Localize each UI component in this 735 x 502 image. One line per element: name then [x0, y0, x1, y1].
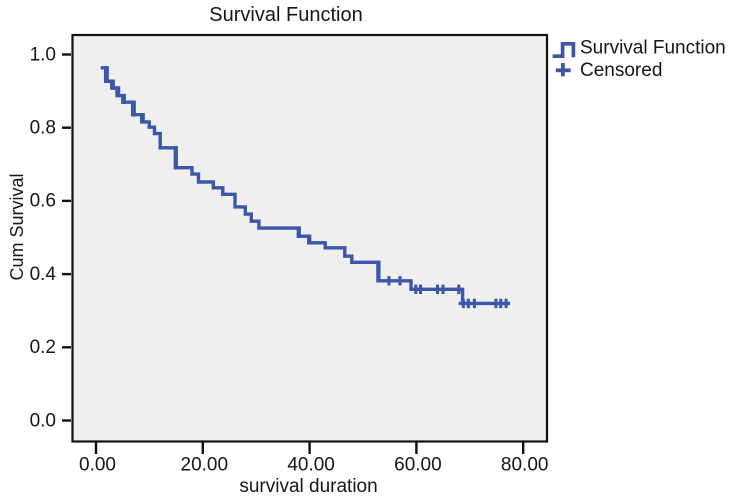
- svg-text:20.00: 20.00: [181, 455, 229, 476]
- svg-text:survival duration: survival duration: [239, 476, 377, 497]
- svg-text:Censored: Censored: [580, 60, 662, 81]
- svg-text:Survival Function: Survival Function: [580, 38, 726, 59]
- svg-text:0.8: 0.8: [30, 118, 56, 139]
- svg-text:0.0: 0.0: [30, 410, 56, 431]
- svg-text:Cum Survival: Cum Survival: [7, 173, 27, 280]
- svg-text:40.00: 40.00: [287, 455, 335, 476]
- svg-text:1.0: 1.0: [30, 44, 56, 65]
- svg-text:0.00: 0.00: [79, 455, 116, 476]
- svg-text:Survival Function: Survival Function: [209, 4, 362, 26]
- svg-text:0.2: 0.2: [30, 337, 56, 358]
- svg-text:60.00: 60.00: [394, 455, 442, 476]
- svg-text:0.6: 0.6: [30, 191, 56, 212]
- svg-text:0.4: 0.4: [30, 264, 57, 285]
- svg-text:80.00: 80.00: [501, 455, 549, 476]
